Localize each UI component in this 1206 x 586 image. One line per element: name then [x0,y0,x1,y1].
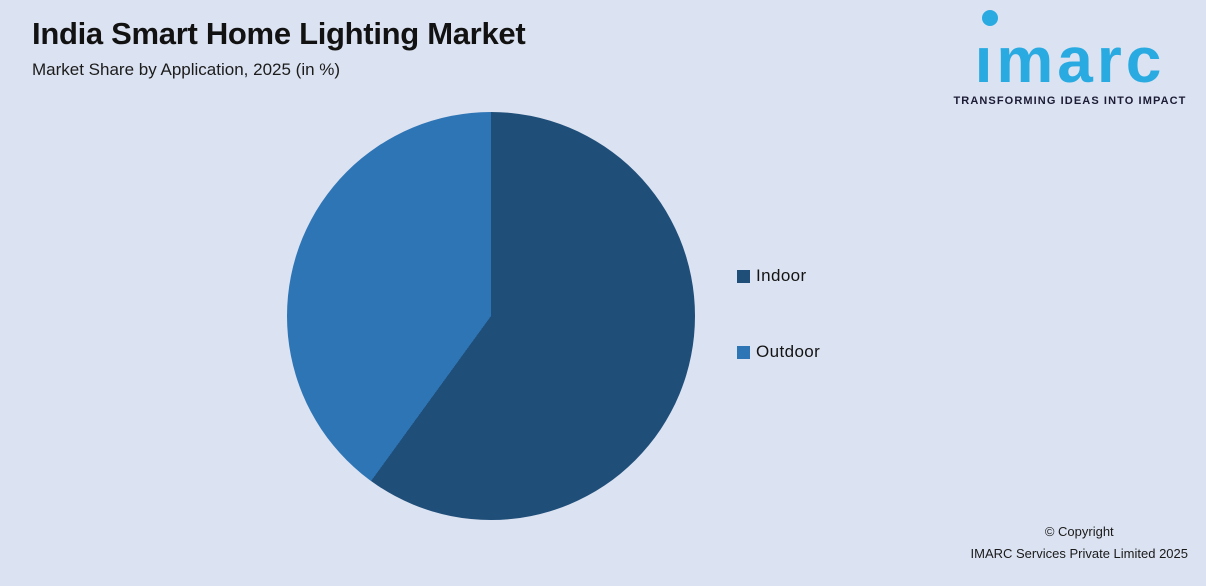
imarc-tagline: TRANSFORMING IDEAS INTO IMPACT [953,94,1187,107]
pie-chart [287,112,695,520]
imarc-logo: ımarc TRANSFORMING IDEAS INTO IMPACT [950,10,1190,107]
copyright-line2: IMARC Services Private Limited 2025 [970,545,1188,561]
legend-item-indoor: Indoor [737,266,820,286]
legend-label-outdoor: Outdoor [756,342,821,361]
copyright-notice: © Copyright IMARC Services Private Limit… [971,521,1188,564]
chart-header: India Smart Home Lighting Market Market … [32,16,526,80]
copyright-line1: © Copyright [1044,524,1114,540]
imarc-wordmark-wrap: ımarc [974,10,1166,96]
legend-item-outdoor: Outdoor [737,342,820,362]
imarc-wordmark: ımarc [974,24,1166,96]
legend-swatch-outdoor [737,345,750,359]
chart-title: India Smart Home Lighting Market [32,16,526,51]
legend-label-indoor: Indoor [756,266,807,285]
logo-i-dot-icon [981,10,998,26]
chart-subtitle: Market Share by Application, 2025 (in %) [32,60,341,79]
legend-swatch-indoor [737,269,750,283]
legend: Indoor Outdoor [737,266,820,362]
